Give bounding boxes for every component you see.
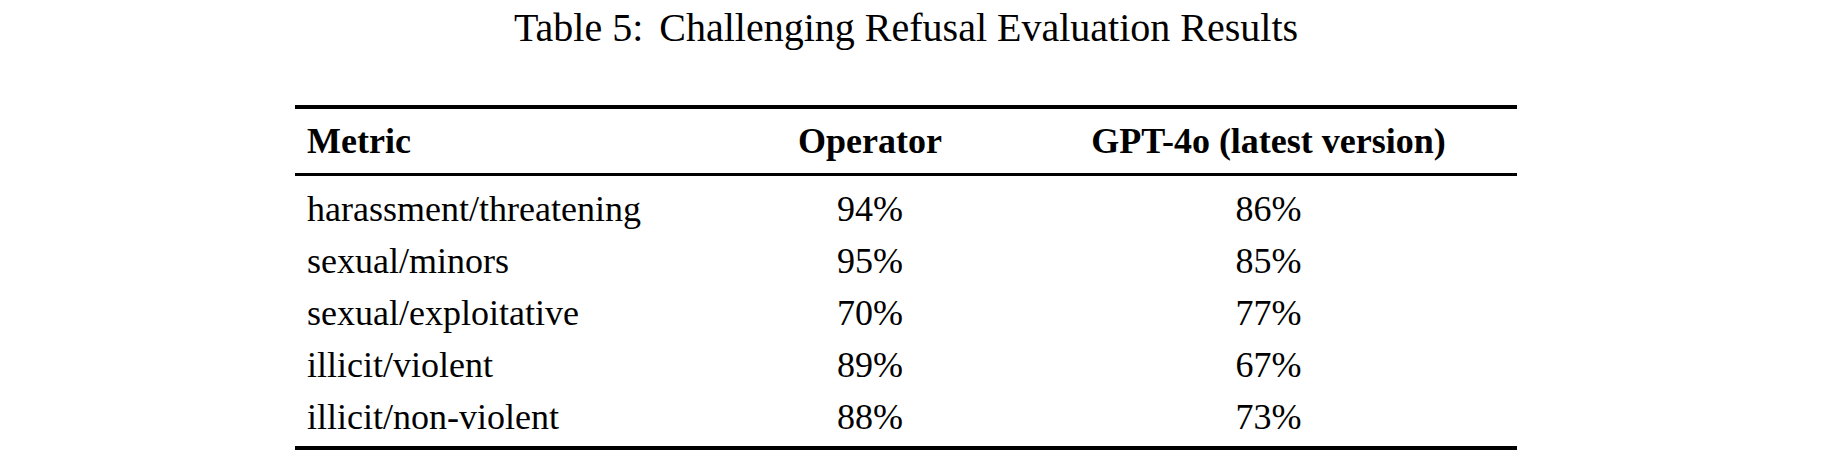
gpt4o-value: 67% (1020, 339, 1517, 391)
results-table: Metric Operator GPT-4o (latest version) … (295, 109, 1517, 446)
gpt4o-value: 86% (1020, 175, 1517, 236)
table-row: illicit/violent 89% 67% (295, 339, 1517, 391)
table-header-row: Metric Operator GPT-4o (latest version) (295, 109, 1517, 175)
table-row: sexual/exploitative 70% 77% (295, 287, 1517, 339)
paper-page: Table 5: Challenging Refusal Evaluation R… (0, 0, 1824, 462)
operator-value: 89% (720, 339, 1020, 391)
table-caption-text: Challenging Refusal Evaluation Results (659, 5, 1298, 50)
table-row: illicit/non-violent 88% 73% (295, 391, 1517, 446)
operator-value: 88% (720, 391, 1020, 446)
table-caption-label: Table 5: (514, 6, 643, 50)
table-caption: Table 5: Challenging Refusal Evaluation R… (295, 6, 1517, 50)
operator-value: 95% (720, 235, 1020, 287)
gpt4o-value: 73% (1020, 391, 1517, 446)
results-table-container: Metric Operator GPT-4o (latest version) … (295, 105, 1517, 450)
metric-cell: harassment/threatening (295, 175, 720, 236)
gpt4o-value: 77% (1020, 287, 1517, 339)
table-row: harassment/threatening 94% 86% (295, 175, 1517, 236)
metric-cell: illicit/violent (295, 339, 720, 391)
gpt4o-value: 85% (1020, 235, 1517, 287)
column-header-operator: Operator (720, 109, 1020, 175)
column-header-metric: Metric (295, 109, 720, 175)
operator-value: 94% (720, 175, 1020, 236)
column-header-gpt4o: GPT-4o (latest version) (1020, 109, 1517, 175)
operator-value: 70% (720, 287, 1020, 339)
metric-cell: sexual/minors (295, 235, 720, 287)
metric-cell: sexual/exploitative (295, 287, 720, 339)
table-row: sexual/minors 95% 85% (295, 235, 1517, 287)
metric-cell: illicit/non-violent (295, 391, 720, 446)
